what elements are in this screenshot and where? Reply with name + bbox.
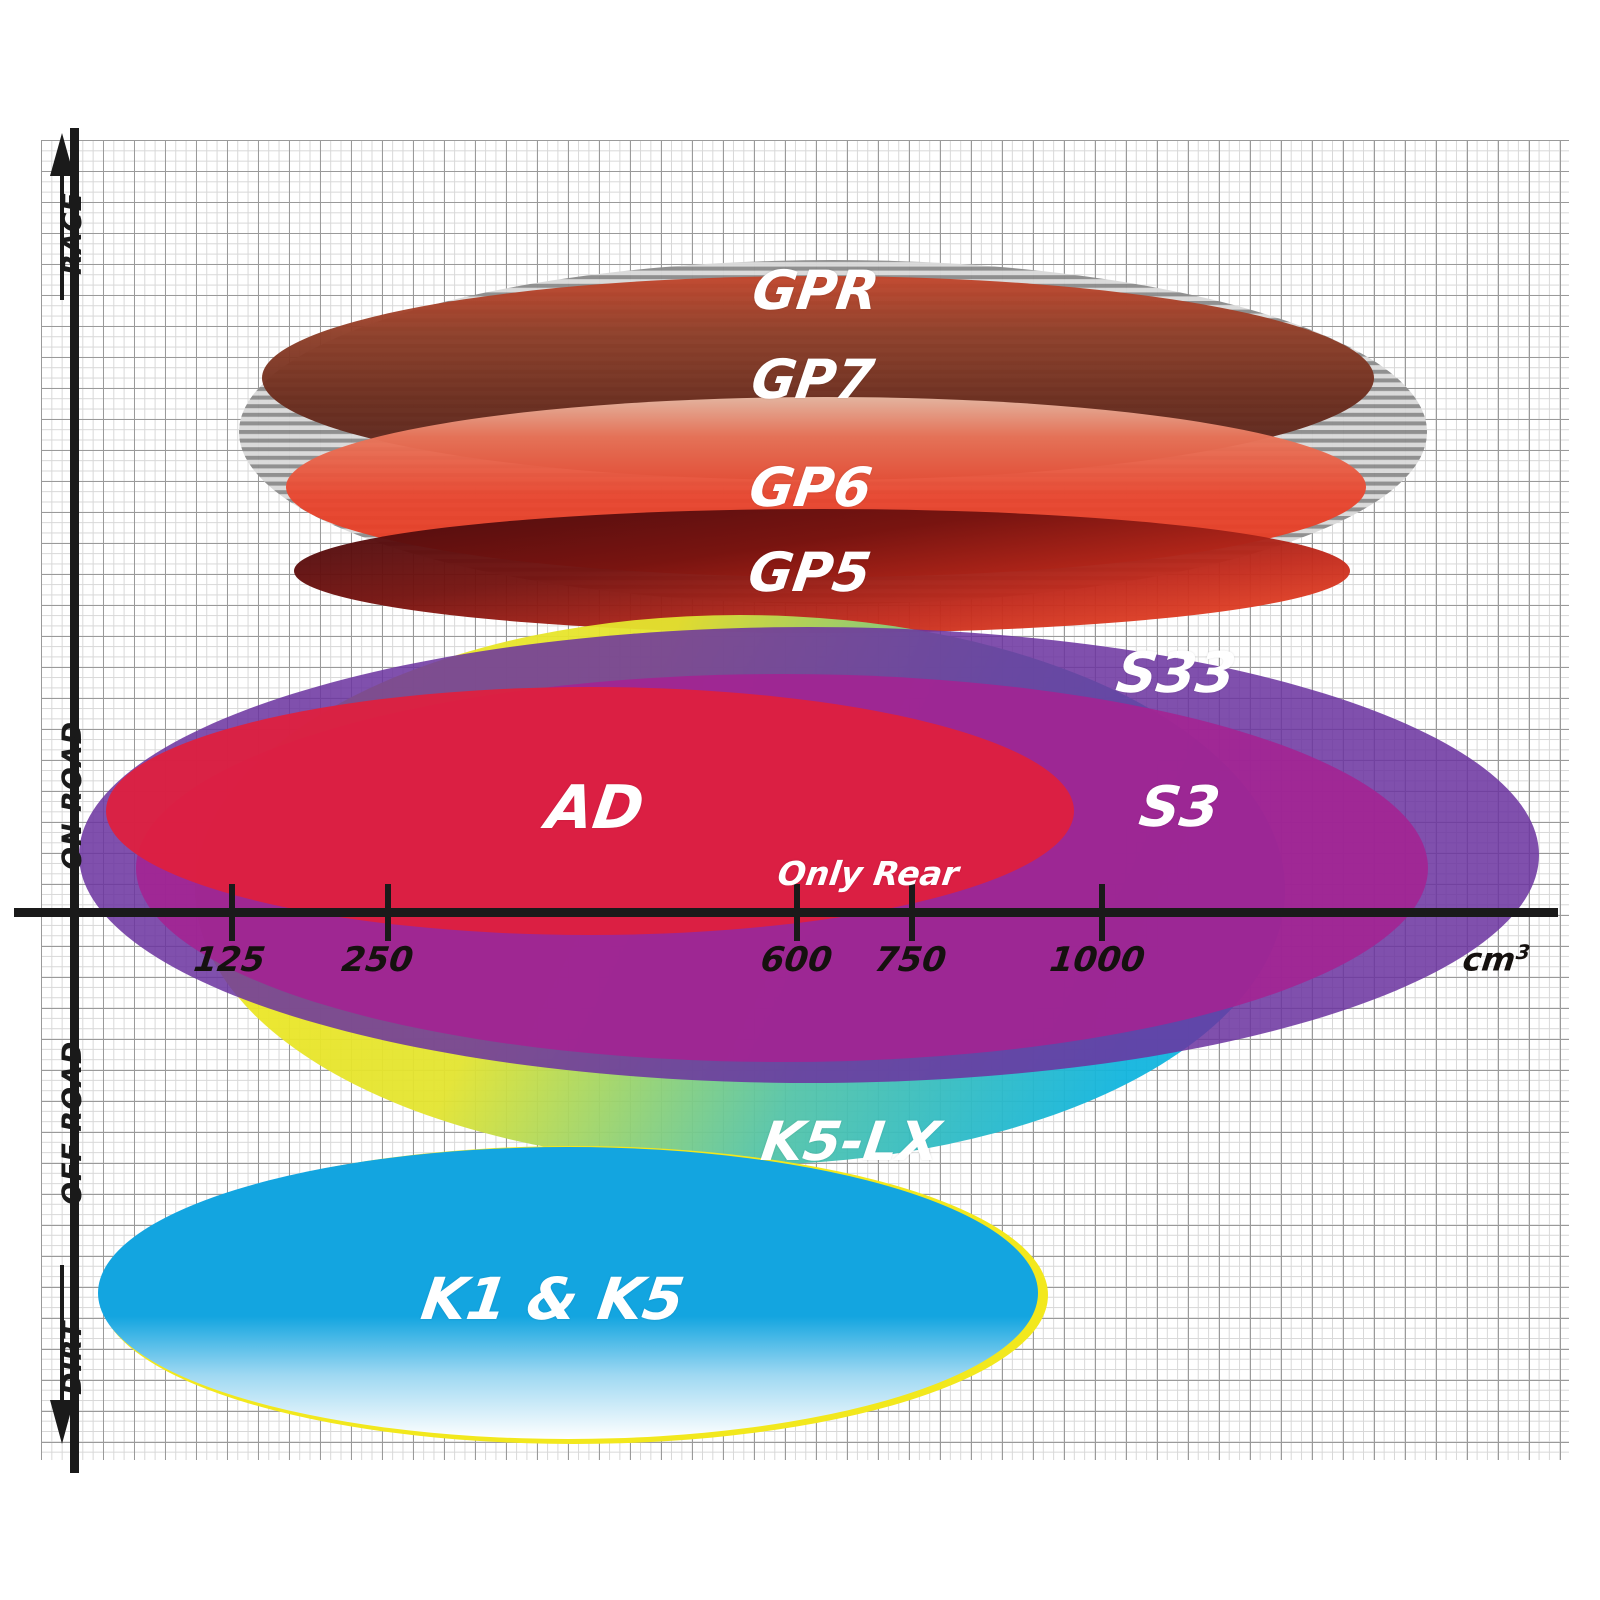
x-tick-125: 125: [191, 940, 268, 980]
label-k5lx: K5-LX: [757, 1110, 945, 1173]
label-gp7: GP7: [747, 348, 878, 411]
label-only-rear: Only Rear: [775, 854, 962, 893]
x-tick-600: 600: [758, 940, 835, 980]
y-category-race: RACE: [57, 191, 88, 275]
x-axis-unit-label: cm3: [1461, 940, 1532, 979]
x-axis-unit-exponent: 3: [1514, 940, 1532, 964]
label-k1k5: K1 & K5: [417, 1265, 689, 1333]
label-gpr: GPR: [748, 259, 883, 322]
x-tick-750: 750: [872, 940, 949, 980]
dirt-band-regions: [98, 1146, 1048, 1444]
x-tick-250: 250: [339, 940, 416, 980]
x-tick-1000: 1000: [1047, 940, 1148, 980]
label-gp5: GP5: [744, 541, 875, 604]
label-gp6: GP6: [745, 456, 876, 519]
label-ad: AD: [542, 773, 649, 843]
x-axis-line: [14, 908, 1558, 917]
x-axis-unit-text: cm: [1460, 940, 1518, 979]
y-axis-line: [70, 128, 79, 1473]
y-category-dirt: DIRT: [57, 1320, 88, 1395]
label-s33: S33: [1112, 641, 1240, 706]
region-k1k5: [98, 1147, 1038, 1439]
y-category-on-road: ON ROAD: [57, 720, 88, 870]
label-s3: S3: [1135, 775, 1224, 840]
onroad-band-regions: [79, 627, 1539, 1083]
region-gp5: [294, 509, 1350, 633]
y-category-off-road: OFF ROAD: [57, 1040, 88, 1205]
race-band-regions: [239, 260, 1427, 633]
region-ad: [106, 687, 1074, 935]
